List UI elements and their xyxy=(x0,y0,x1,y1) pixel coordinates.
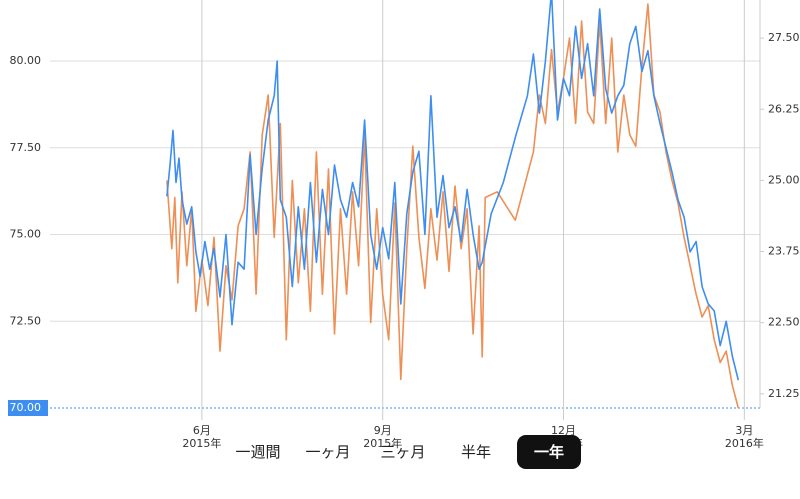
y2-tick-label: 21.25 xyxy=(768,387,800,400)
y2-tick-label: 27.50 xyxy=(768,31,800,44)
current-value-box xyxy=(8,400,48,416)
y-tick-label: 77.50 xyxy=(10,141,42,154)
y2-tick-label: 25.00 xyxy=(768,173,800,186)
period-button[interactable]: 三ヶ月 xyxy=(380,443,426,461)
period-button[interactable]: 一週間 xyxy=(235,443,281,461)
x-tick-label: 3月 2016年 xyxy=(724,424,764,450)
y-tick-label: 80.00 xyxy=(10,54,42,67)
x-tick-label: 9月 2015年 xyxy=(363,424,403,450)
y2-tick-label: 22.50 xyxy=(768,316,800,329)
line xyxy=(166,0,740,381)
period-button[interactable]: 一ヶ月 xyxy=(305,443,351,461)
y2-tick-label: 23.75 xyxy=(768,245,800,258)
y2-tick-label: 26.25 xyxy=(768,102,800,115)
chart: 70.00 72.50 75.00 77.50 80.00 21.25 22.50 23.75… xyxy=(8,0,800,420)
y-tick-label: 72.50 xyxy=(10,314,42,327)
y-tick-label: 70.00 xyxy=(10,401,42,414)
period-button[interactable]: 一年 xyxy=(517,435,581,469)
period-button[interactable]: 半年 xyxy=(460,443,491,461)
y-tick-label: 75.00 xyxy=(10,228,42,241)
line xyxy=(166,3,740,409)
x-tick-label: 6月 2015年 xyxy=(182,424,222,450)
